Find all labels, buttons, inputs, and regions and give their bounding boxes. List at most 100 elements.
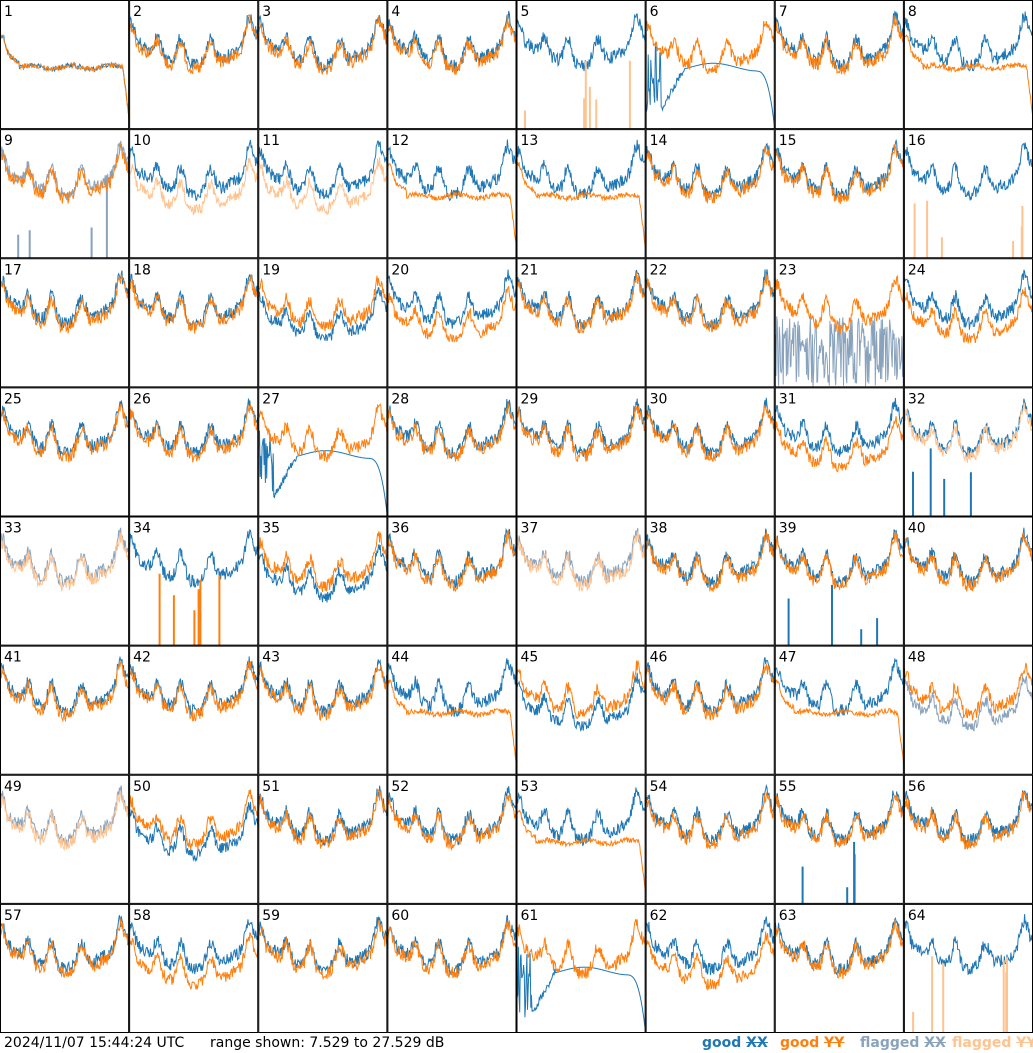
panel-label: 64 bbox=[908, 908, 926, 924]
panel-border bbox=[387, 774, 517, 904]
xx-trace bbox=[903, 269, 1033, 330]
xx-trace bbox=[387, 914, 517, 976]
yy-trace bbox=[258, 403, 388, 463]
xx-trace bbox=[387, 527, 517, 589]
panel-54 bbox=[645, 783, 775, 849]
legend-word: good bbox=[702, 1035, 742, 1051]
panel-label: 20 bbox=[391, 262, 409, 278]
panel-border bbox=[129, 129, 259, 259]
xx-trace bbox=[129, 273, 259, 330]
yy-trace bbox=[903, 662, 1033, 721]
yy-trace bbox=[387, 678, 517, 763]
panel-label: 15 bbox=[779, 133, 797, 149]
panel-1 bbox=[0, 34, 130, 122]
panel-label: 5 bbox=[521, 4, 530, 20]
panel-label: 12 bbox=[391, 133, 409, 149]
panel-border bbox=[645, 903, 775, 1033]
panel-border bbox=[258, 774, 388, 904]
yy-trace bbox=[387, 14, 517, 75]
yy-trace bbox=[258, 789, 388, 849]
xx-trace bbox=[903, 675, 1033, 732]
panel-label: 9 bbox=[4, 133, 13, 149]
xx-trace bbox=[516, 13, 646, 72]
panel-59 bbox=[258, 916, 388, 981]
yy-trace bbox=[129, 274, 259, 334]
panel-border bbox=[774, 645, 904, 775]
legend-pol: XX bbox=[746, 1035, 768, 1051]
xx-trace bbox=[0, 915, 130, 975]
panel-15 bbox=[774, 138, 904, 205]
xx-trace bbox=[258, 658, 388, 717]
panel-label: 49 bbox=[4, 779, 22, 795]
panel-border bbox=[387, 516, 517, 646]
xx-trace bbox=[129, 529, 259, 588]
panel-label: 43 bbox=[262, 650, 280, 666]
xx-trace bbox=[516, 527, 646, 587]
panel-56 bbox=[903, 790, 1033, 850]
xx-trace bbox=[645, 42, 775, 130]
xx-trace bbox=[903, 790, 1033, 847]
panel-label: 16 bbox=[908, 133, 926, 149]
panel-37 bbox=[516, 527, 646, 592]
panel-label: 45 bbox=[521, 650, 539, 666]
panel-border bbox=[516, 516, 646, 646]
xx-trace bbox=[387, 10, 517, 73]
yy-trace bbox=[516, 660, 646, 720]
yy-trace bbox=[0, 34, 130, 122]
panel-label: 54 bbox=[650, 779, 668, 795]
panel-24 bbox=[903, 269, 1033, 344]
panel-label: 31 bbox=[779, 391, 797, 407]
panel-22 bbox=[645, 269, 775, 333]
xx-trace bbox=[258, 286, 388, 342]
panel-label: 26 bbox=[133, 391, 151, 407]
xx-trace bbox=[516, 787, 646, 847]
panel-border bbox=[129, 516, 259, 646]
panel-border bbox=[774, 129, 904, 259]
panel-34 bbox=[129, 529, 259, 646]
panel-border bbox=[774, 0, 904, 130]
xx-trace bbox=[0, 655, 130, 718]
panel-label: 32 bbox=[908, 391, 926, 407]
xx-trace bbox=[387, 658, 517, 717]
yy-trace bbox=[516, 162, 646, 250]
xx-trace bbox=[0, 400, 130, 458]
xx-trace bbox=[645, 528, 775, 588]
panel-17 bbox=[0, 270, 130, 334]
yy-trace bbox=[387, 163, 517, 246]
yy-trace bbox=[516, 918, 646, 979]
panel-46 bbox=[645, 657, 775, 721]
xx-trace bbox=[645, 657, 775, 717]
panel-label: 44 bbox=[391, 650, 409, 666]
panel-43 bbox=[258, 658, 388, 722]
panel-border bbox=[129, 645, 259, 775]
yy-trace bbox=[0, 918, 130, 978]
panel-48 bbox=[903, 662, 1033, 732]
panel-21 bbox=[516, 269, 646, 334]
panel-label: 7 bbox=[779, 4, 788, 20]
panel-6 bbox=[645, 20, 775, 130]
panel-42 bbox=[129, 656, 259, 722]
yy-trace bbox=[645, 532, 775, 592]
xx-trace bbox=[0, 270, 130, 329]
panel-border bbox=[645, 258, 775, 388]
yy-trace bbox=[774, 919, 904, 980]
panel-36 bbox=[387, 527, 517, 593]
panel-border bbox=[0, 258, 130, 388]
xx-trace bbox=[0, 140, 130, 201]
panel-label: 37 bbox=[521, 521, 539, 537]
panel-61 bbox=[516, 918, 646, 1033]
yy-trace bbox=[774, 530, 904, 591]
panel-label: 61 bbox=[521, 908, 539, 924]
yy-trace bbox=[387, 285, 517, 343]
panel-label: 30 bbox=[650, 391, 668, 407]
panel-label: 35 bbox=[262, 521, 280, 537]
panel-45 bbox=[516, 660, 646, 732]
panel-label: 1 bbox=[4, 4, 13, 20]
panel-label: 34 bbox=[133, 521, 151, 537]
yy-trace bbox=[0, 531, 130, 592]
panel-border bbox=[258, 645, 388, 775]
yy-trace bbox=[645, 931, 775, 991]
legend-word: flagged bbox=[860, 1035, 920, 1051]
panel-51 bbox=[258, 785, 388, 849]
panel-label: 63 bbox=[779, 908, 797, 924]
